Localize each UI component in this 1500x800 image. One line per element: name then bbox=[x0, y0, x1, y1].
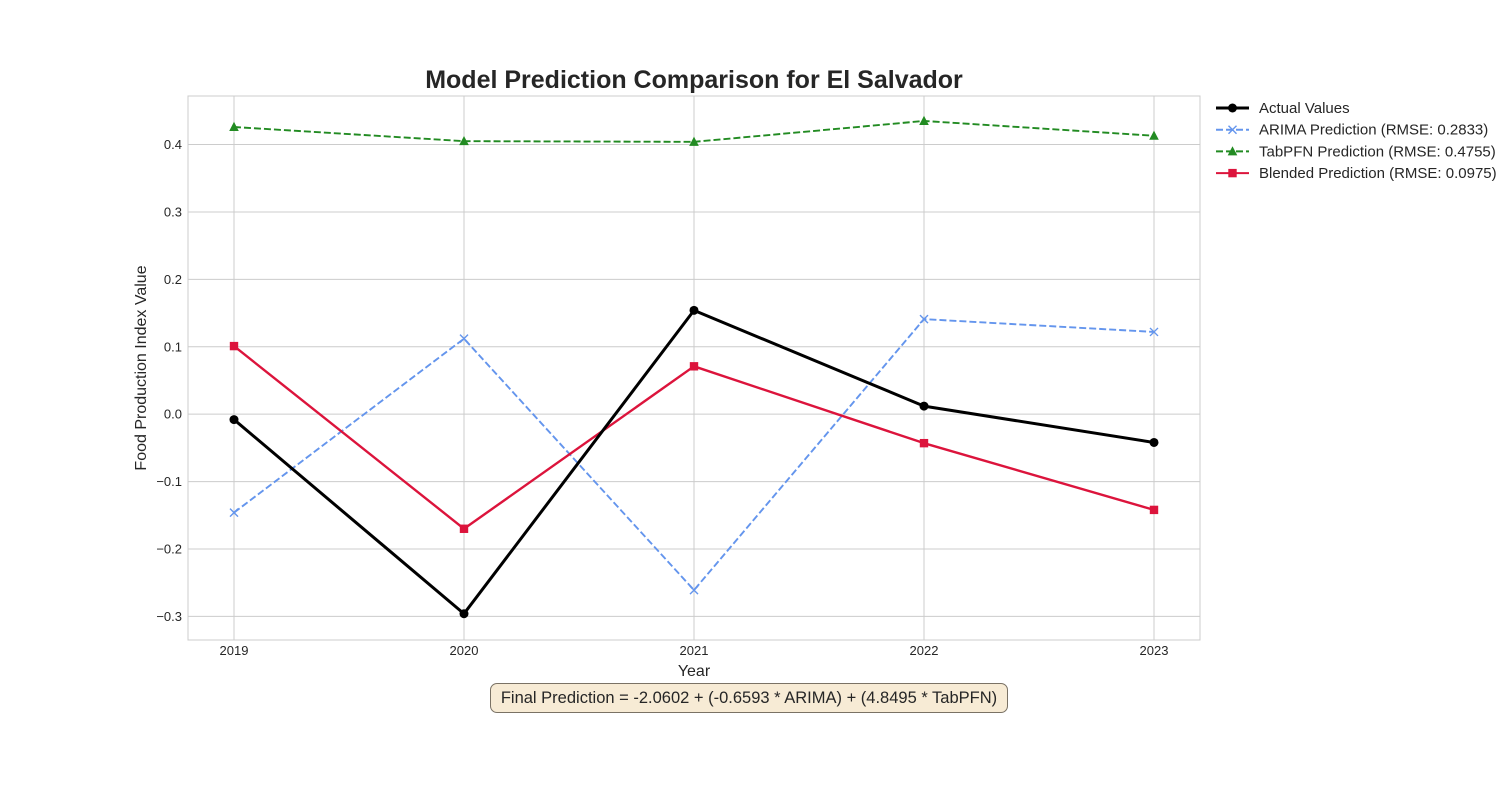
series-0 bbox=[229, 305, 1159, 619]
y-axis-label: Food Production Index Value bbox=[133, 265, 150, 470]
data-point bbox=[1149, 327, 1159, 337]
legend-label: TabPFN Prediction (RMSE: 0.4755) bbox=[1259, 143, 1496, 160]
y-ticks: 0.4 0.3 0.2 0.1 0.0 −0.1 −0.2 −0.3 bbox=[156, 137, 182, 624]
y-tick-label: 0.3 bbox=[164, 204, 182, 219]
data-point bbox=[1149, 505, 1159, 515]
data-point bbox=[689, 305, 699, 315]
x-tick-label: 2019 bbox=[220, 643, 249, 658]
y-tick-label: −0.1 bbox=[156, 474, 182, 489]
marker-stroke bbox=[1149, 327, 1159, 337]
data-point bbox=[229, 121, 239, 132]
formula-text: Final Prediction = -2.0602 + (-0.6593 * … bbox=[500, 688, 998, 707]
data-point bbox=[1149, 437, 1159, 447]
y-tick-label: 0.2 bbox=[164, 272, 182, 287]
legend-marker bbox=[1228, 168, 1237, 178]
x-ticks: 2019 2020 2021 2022 2023 bbox=[220, 643, 1169, 658]
legend-marker bbox=[1227, 146, 1238, 156]
data-point bbox=[459, 135, 469, 146]
legend: Actual Values ARIMA Prediction (RMSE: 0.2… bbox=[1216, 100, 1497, 182]
data-point bbox=[229, 508, 239, 518]
legend-item: Blended Prediction (RMSE: 0.0975) bbox=[1216, 165, 1497, 182]
legend-label: ARIMA Prediction (RMSE: 0.2833) bbox=[1259, 122, 1488, 139]
marker-stroke bbox=[689, 585, 699, 595]
marker-stroke bbox=[1228, 125, 1237, 135]
plot-frame bbox=[187, 95, 1201, 641]
series-line bbox=[233, 318, 1155, 592]
data-point bbox=[919, 314, 929, 324]
series-2 bbox=[229, 115, 1159, 146]
data-point bbox=[459, 334, 469, 344]
data-point bbox=[1149, 130, 1159, 140]
y-tick-label: −0.3 bbox=[156, 609, 182, 624]
series-1 bbox=[229, 314, 1159, 595]
series-3 bbox=[229, 341, 1159, 533]
marker-stroke bbox=[459, 334, 469, 344]
legend-item: ARIMA Prediction (RMSE: 0.2833) bbox=[1216, 122, 1488, 139]
y-tick-label: 0.0 bbox=[164, 407, 182, 422]
legend-marker bbox=[1228, 125, 1237, 135]
legend-item: Actual Values bbox=[1216, 100, 1350, 117]
data-point bbox=[919, 438, 929, 448]
data-point bbox=[229, 415, 239, 425]
data-point bbox=[229, 341, 239, 351]
chart-title: Model Prediction Comparison for El Salva… bbox=[425, 66, 963, 94]
legend-label: Actual Values bbox=[1259, 100, 1350, 117]
legend-label: Blended Prediction (RMSE: 0.0975) bbox=[1259, 165, 1497, 182]
x-tick-label: 2020 bbox=[450, 643, 479, 658]
data-point bbox=[689, 585, 699, 595]
data-point bbox=[919, 401, 929, 411]
legend-marker bbox=[1228, 103, 1237, 113]
data-point bbox=[919, 115, 929, 125]
y-tick-label: 0.4 bbox=[164, 137, 182, 152]
series-layer bbox=[229, 115, 1159, 619]
formula-annotation: Final Prediction = -2.0602 + (-0.6593 * … bbox=[490, 683, 1008, 713]
marker-stroke bbox=[919, 314, 929, 324]
y-tick-label: −0.2 bbox=[156, 541, 182, 556]
x-tick-label: 2023 bbox=[1140, 643, 1169, 658]
data-point bbox=[459, 609, 469, 619]
x-axis-label: Year bbox=[678, 663, 711, 680]
y-tick-label: 0.1 bbox=[164, 339, 182, 354]
data-point bbox=[689, 362, 699, 371]
marker-stroke bbox=[229, 508, 239, 518]
x-tick-label: 2022 bbox=[910, 643, 939, 658]
x-tick-label: 2021 bbox=[680, 643, 709, 658]
data-point bbox=[689, 136, 699, 146]
legend-item: TabPFN Prediction (RMSE: 0.4755) bbox=[1216, 143, 1496, 160]
data-point bbox=[459, 524, 469, 533]
